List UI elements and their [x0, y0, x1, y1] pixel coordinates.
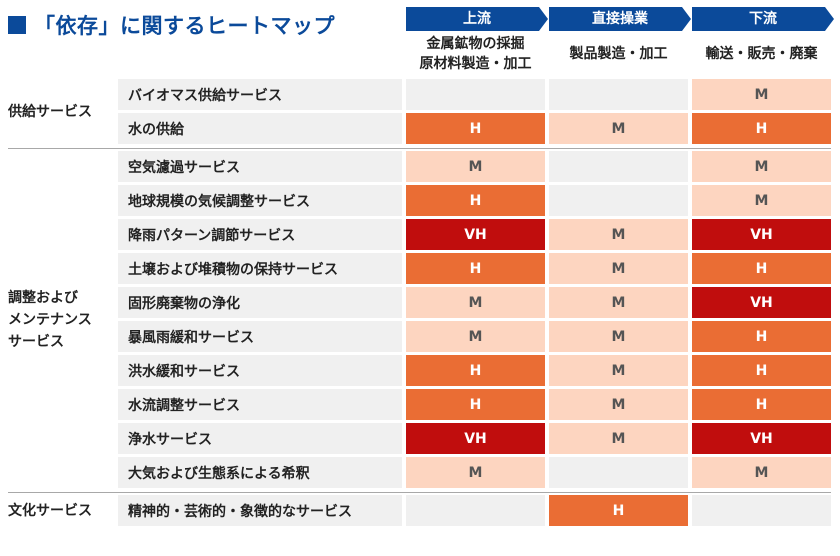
heat-cell-m: M — [549, 113, 688, 144]
heat-cell-empty — [549, 79, 688, 110]
heat-cell-empty — [406, 79, 545, 110]
heat-cell-h: H — [406, 389, 545, 420]
heat-cell-h: H — [406, 113, 545, 144]
group-separator — [8, 148, 831, 149]
column-header-1: 上流 — [406, 7, 548, 31]
row-label: 地球規模の気候調整サービス — [118, 185, 402, 216]
heat-cell-m: M — [692, 457, 831, 488]
heat-cell-m: M — [692, 185, 831, 216]
column-subheader-1: 金属鉱物の採掘 原材料製造・加工 — [406, 33, 545, 75]
row-label: 降雨パターン調節サービス — [118, 219, 402, 250]
heat-cell-vh: VH — [692, 219, 831, 250]
heat-cell-m: M — [549, 321, 688, 352]
heat-cell-h: H — [549, 495, 688, 526]
heat-cell-empty — [406, 495, 545, 526]
row-label: 固形廃棄物の浄化 — [118, 287, 402, 318]
row-label: 暴風雨緩和サービス — [118, 321, 402, 352]
heat-cell-m: M — [406, 151, 545, 182]
row-label: 水流調整サービス — [118, 389, 402, 420]
heat-cell-m: M — [549, 253, 688, 284]
heat-cell-h: H — [692, 321, 831, 352]
group-label: 文化サービス — [8, 495, 116, 526]
heat-cell-vh: VH — [692, 287, 831, 318]
heat-cell-h: H — [692, 355, 831, 386]
heat-cell-empty — [549, 151, 688, 182]
row-label: 水の供給 — [118, 113, 402, 144]
column-subheader-2: 製品製造・加工 — [549, 33, 688, 75]
row-label: 大気および生態系による希釈 — [118, 457, 402, 488]
heat-cell-vh: VH — [406, 219, 545, 250]
group-label-line: メンテナンス — [8, 311, 92, 328]
group-label: 調整およびメンテナンス サービス — [8, 151, 116, 488]
column-subheader-line: 原材料製造・加工 — [419, 56, 532, 72]
heat-cell-vh: VH — [692, 423, 831, 454]
heat-cell-h: H — [692, 389, 831, 420]
group-label-line: 供給サービス — [8, 103, 92, 120]
heat-cell-m: M — [692, 79, 831, 110]
row-label: 土壌および堆積物の保持サービス — [118, 253, 402, 284]
row-label: 洪水緩和サービス — [118, 355, 402, 386]
group-label-line: サービス — [8, 333, 64, 350]
group-separator — [8, 492, 831, 493]
heat-cell-m: M — [549, 287, 688, 318]
column-header-2: 直接操業 — [549, 7, 691, 31]
row-label: 精神的・芸術的・象徴的なサービス — [118, 495, 402, 526]
heat-cell-h: H — [692, 253, 831, 284]
heat-cell-m: M — [406, 287, 545, 318]
heat-cell-m: M — [692, 151, 831, 182]
group-label-line: 調整および — [8, 289, 78, 306]
column-subheader-3: 輸送・販売・廃棄 — [692, 33, 831, 75]
title-text: 「依存」に関するヒートマップ — [34, 14, 335, 38]
heat-cell-h: H — [692, 113, 831, 144]
group-label-line: 文化サービス — [8, 502, 92, 519]
heat-cell-m: M — [406, 321, 545, 352]
row-label: 浄水サービス — [118, 423, 402, 454]
heat-cell-vh: VH — [406, 423, 545, 454]
column-subheader-line: 製品製造・加工 — [569, 46, 668, 62]
heat-cell-empty — [549, 457, 688, 488]
heat-cell-m: M — [549, 389, 688, 420]
title-square-icon — [8, 16, 26, 34]
group-label: 供給サービス — [8, 79, 116, 144]
column-subheader-line: 金属鉱物の採掘 — [426, 36, 525, 52]
row-label: バイオマス供給サービス — [118, 79, 402, 110]
column-subheader-line: 輸送・販売・廃棄 — [705, 46, 818, 62]
heat-cell-empty — [692, 495, 831, 526]
heat-cell-h: H — [406, 253, 545, 284]
row-label: 空気濾過サービス — [118, 151, 402, 182]
heat-cell-m: M — [549, 219, 688, 250]
heat-cell-h: H — [406, 185, 545, 216]
heat-cell-empty — [549, 185, 688, 216]
column-header-3: 下流 — [692, 7, 834, 31]
heat-cell-m: M — [406, 457, 545, 488]
chart-title: 「依存」に関するヒートマップ — [8, 10, 335, 40]
heat-cell-m: M — [549, 423, 688, 454]
heat-cell-h: H — [406, 355, 545, 386]
heat-cell-m: M — [549, 355, 688, 386]
